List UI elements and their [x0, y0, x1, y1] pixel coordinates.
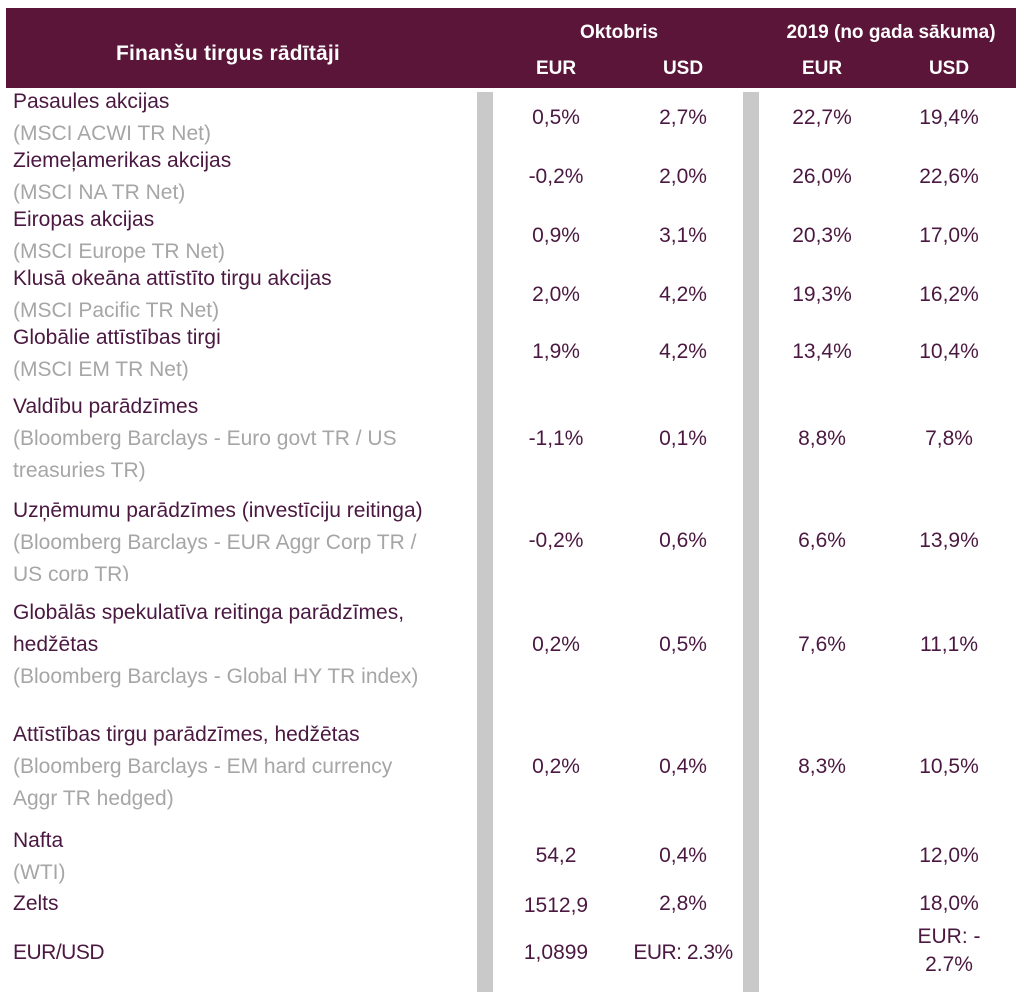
value-october-usd: 3,1% — [659, 224, 707, 247]
value-october-usd: 0,5% — [659, 633, 707, 656]
row-label: Klusā okeāna attīstīto tirgu akcijas — [13, 267, 332, 290]
value-october-usd: 4,2% — [659, 283, 707, 306]
value-october-eur: 0,9% — [532, 224, 580, 247]
row-index-source: (MSCI EM TR Net) — [13, 358, 189, 381]
value-ytd-eur: 13,4% — [792, 340, 852, 363]
header-eur-ytd: EUR — [801, 58, 843, 79]
value-ytd-eur: 6,6% — [798, 529, 846, 552]
value-october-eur: -0,2% — [528, 529, 584, 552]
value-october-usd: 0,6% — [659, 529, 707, 552]
row-label: Globālās spekulatīva reitinga parādzīmes… — [13, 601, 405, 624]
value-october-eur: 0,2% — [532, 633, 580, 656]
value-october-usd: 0,1% — [659, 427, 707, 450]
row-index-source: (Bloomberg Barclays - Euro govt TR / US — [13, 427, 397, 450]
row-index-source: (Bloomberg Barclays - EM hard currency — [13, 755, 393, 778]
value-ytd-usd: 13,9% — [919, 529, 979, 552]
row-index-source: (MSCI ACWI TR Net) — [13, 122, 211, 145]
row-index-source: (MSCI Pacific TR Net) — [13, 299, 220, 322]
value-ytd-eur: 19,3% — [792, 283, 852, 306]
row-label: Zelts — [13, 892, 59, 915]
value-october-eur: 54,2 — [535, 844, 577, 867]
value-ytd-usd: 19,4% — [919, 106, 979, 129]
value-october-eur: 2,0% — [532, 283, 580, 306]
value-october-eur: -0,2% — [528, 165, 584, 188]
value-ytd-usd-cont: 2.7% — [925, 953, 973, 976]
value-october-usd: 0,4% — [659, 844, 707, 867]
value-ytd-eur: 8,3% — [798, 755, 846, 778]
row-label: Pasaules akcijas — [13, 90, 170, 113]
table-header: Finanšu tirgus rādītāji Oktobris 2019 (n… — [6, 8, 1016, 88]
value-ytd-usd: 16,2% — [919, 283, 979, 306]
value-ytd-eur: 7,6% — [798, 633, 846, 656]
row-index-source: (Bloomberg Barclays - Global HY TR index… — [13, 665, 419, 688]
header-eur-october: EUR — [535, 58, 577, 79]
row-index-source-cont: Aggr TR hedged) — [13, 787, 174, 810]
value-ytd-usd: 10,4% — [919, 340, 979, 363]
row-index-source: (MSCI NA TR Net) — [13, 181, 186, 204]
value-october-eur: 0,5% — [532, 106, 580, 129]
row-index-source: (Bloomberg Barclays - EUR Aggr Corp TR / — [13, 531, 417, 554]
value-october-eur: 1512,9 — [523, 894, 589, 917]
header-group-october: Oktobris — [579, 22, 659, 43]
value-ytd-usd: 12,0% — [919, 844, 979, 867]
value-ytd-eur: 26,0% — [792, 165, 852, 188]
column-divider — [743, 92, 759, 992]
row-index-source-cont: US corp TR) — [13, 563, 130, 581]
value-ytd-eur: 20,3% — [792, 224, 852, 247]
header-usd-october: USD — [662, 58, 704, 79]
value-october-eur: 1,9% — [532, 340, 580, 363]
row-label: Valdību parādzīmes — [13, 395, 199, 418]
value-october-usd: EUR: 2.3% — [633, 941, 733, 964]
row-index-source: (WTI) — [13, 861, 66, 884]
value-ytd-eur: 8,8% — [798, 427, 846, 450]
value-october-usd: 4,2% — [659, 340, 707, 363]
value-ytd-usd: 7,8% — [925, 427, 973, 450]
row-index-source-cont: treasuries TR) — [13, 459, 146, 482]
row-label-cont: hedžētas — [13, 633, 99, 656]
value-october-usd: 0,4% — [659, 755, 707, 778]
value-ytd-usd: 17,0% — [919, 224, 979, 247]
header-usd-ytd: USD — [928, 58, 970, 79]
value-october-usd: 2,7% — [659, 106, 707, 129]
row-label: Attīstības tirgu parādzīmes, hedžētas — [13, 723, 360, 746]
value-october-usd: 2,0% — [659, 165, 707, 188]
value-october-eur: 0,2% — [532, 755, 580, 778]
value-ytd-usd: 18,0% — [919, 892, 979, 915]
column-divider — [477, 92, 493, 992]
row-label: Nafta — [13, 829, 64, 852]
value-ytd-eur: 22,7% — [792, 106, 852, 129]
value-october-eur: 1,0899 — [523, 941, 589, 964]
row-index-source: (MSCI Europe TR Net) — [13, 240, 225, 263]
row-label: Eiropas akcijas — [13, 208, 155, 231]
value-ytd-usd: 22,6% — [919, 165, 979, 188]
row-label: Globālie attīstības tirgi — [13, 326, 221, 349]
value-ytd-usd: 10,5% — [919, 755, 979, 778]
value-ytd-usd: EUR: - — [917, 925, 981, 948]
value-october-eur: -1,1% — [528, 427, 584, 450]
value-october-usd: 2,8% — [659, 892, 707, 915]
value-ytd-usd: 11,1% — [920, 633, 978, 656]
row-label: Uzņēmumu parādzīmes (investīciju reiting… — [13, 499, 423, 522]
table-title: Finanšu tirgus rādītāji — [116, 42, 340, 65]
header-group-ytd: 2019 (no gada sākuma) — [786, 22, 996, 43]
row-label: Ziemeļamerikas akcijas — [13, 149, 232, 172]
row-label: EUR/USD — [13, 941, 105, 964]
